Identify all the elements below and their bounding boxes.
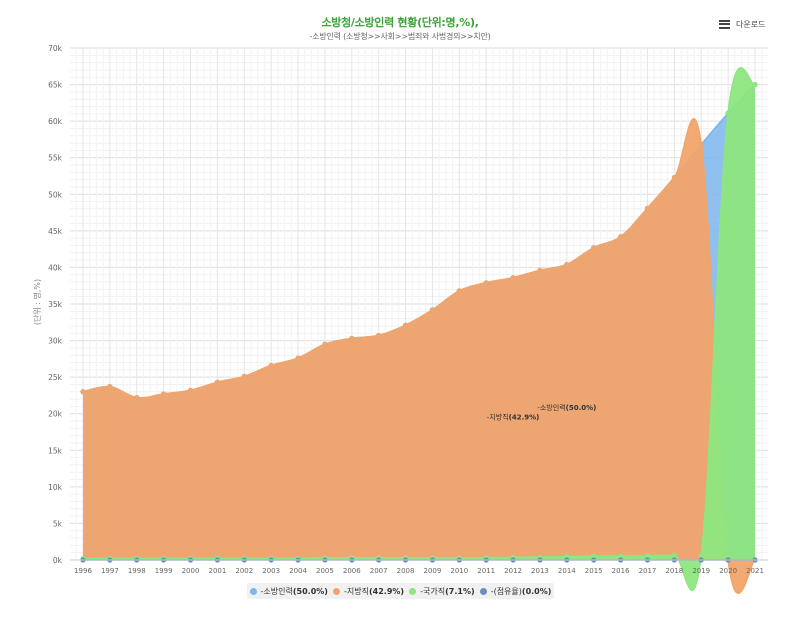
data-point[interactable]: [214, 379, 220, 385]
data-label: -지방직(42.9%): [487, 413, 540, 422]
data-point[interactable]: [725, 110, 731, 116]
y-tick-label: 45k: [48, 227, 63, 236]
y-tick-label: 0k: [53, 556, 63, 565]
y-tick-label: 40k: [48, 263, 63, 272]
area-2: [83, 118, 755, 594]
x-tick-label: 2008: [397, 567, 415, 575]
data-point[interactable]: [187, 387, 194, 393]
data-point[interactable]: [510, 275, 516, 281]
y-tick-label: 30k: [48, 337, 63, 346]
series-line-3: [83, 67, 756, 591]
chart-title: 소방청/소방인력 현황(단위:명,%),: [321, 16, 479, 29]
x-tick-label: 1996: [74, 567, 92, 575]
data-point[interactable]: [591, 245, 597, 251]
chart-subtitle: -소방인력 (소방청>>사회>>범죄와 사법경의>>치안): [309, 32, 491, 41]
series-line-2: [82, 118, 756, 594]
x-tick-label: 2013: [531, 567, 549, 575]
x-tick-label: 1998: [128, 567, 146, 575]
data-point[interactable]: [376, 332, 382, 339]
x-tick-label: 2005: [316, 567, 334, 575]
legend-marker: [479, 587, 487, 595]
y-tick-label: 25k: [48, 373, 63, 382]
x-tick-label: 2019: [692, 567, 710, 575]
x-tick-label: 2020: [719, 567, 737, 575]
x-tick-label: 2021: [746, 567, 764, 575]
y-tick-label: 35k: [48, 300, 63, 309]
data-point[interactable]: [671, 552, 677, 558]
menu-icon: [719, 19, 730, 29]
x-tick-label: 2015: [585, 567, 603, 575]
legend-item-4[interactable]: -(점유율)(0.0%): [479, 586, 552, 597]
y-tick-label: 10k: [48, 483, 63, 492]
y-axis-label: (단위 : 명,%): [32, 279, 42, 325]
data-point[interactable]: [241, 373, 247, 380]
x-tick-label: 2000: [182, 567, 200, 575]
y-tick-label: 55k: [48, 154, 63, 163]
y-tick-label: 5k: [53, 519, 63, 528]
data-point[interactable]: [161, 391, 167, 397]
data-point[interactable]: [429, 307, 436, 313]
legend-marker: [249, 587, 257, 595]
x-tick-label: 2001: [208, 567, 226, 575]
x-tick-label: 2017: [639, 567, 657, 575]
x-tick-label: 2006: [343, 567, 361, 575]
x-tick-label: 2007: [370, 567, 388, 575]
y-tick-label: 20k: [48, 410, 63, 419]
data-point[interactable]: [618, 234, 624, 240]
data-point[interactable]: [80, 389, 86, 395]
data-point[interactable]: [107, 384, 113, 390]
annotations: -소방인력(50.0%)-지방직(42.9%): [487, 403, 597, 422]
download-button[interactable]: 다운로드: [719, 17, 765, 31]
data-point[interactable]: [268, 362, 274, 369]
legend-label: -지방직(42.9%): [344, 586, 405, 596]
x-tick-label: 2011: [477, 567, 495, 575]
x-tick-label: 1997: [101, 567, 119, 575]
x-tick-label: 2010: [450, 567, 468, 575]
data-point[interactable]: [564, 261, 570, 268]
x-tick-label: 2002: [235, 567, 253, 575]
x-tick-label: 2016: [612, 567, 630, 575]
x-tick-label: 2003: [262, 567, 280, 575]
y-tick-label: 70k: [48, 44, 63, 53]
data-point[interactable]: [671, 174, 677, 181]
data-point[interactable]: [537, 267, 543, 273]
legend-item-1[interactable]: -소방인력(50.0%): [249, 586, 328, 597]
y-tick-label: 65k: [48, 81, 63, 90]
data-point[interactable]: [644, 553, 651, 559]
y-tick-label: 60k: [48, 117, 63, 126]
x-tick-label: 2009: [424, 567, 442, 575]
x-tick-label: 2012: [504, 567, 522, 575]
legend-label: -(점유율)(0.0%): [490, 586, 552, 596]
legend-item-3[interactable]: -국가직(7.1%): [409, 586, 475, 597]
legend-label: -소방인력(50.0%): [260, 586, 328, 596]
legend-item-2[interactable]: -지방직(42.9%): [333, 586, 404, 597]
data-point[interactable]: [752, 81, 758, 88]
legend-label: -국가직(7.1%): [420, 586, 475, 596]
data-label: -소방인력(50.0%): [537, 403, 596, 412]
legend: -소방인력(50.0%) -지방직(42.9%) -국가직(7.1%) -(점유율)(…: [247, 583, 554, 599]
data-point[interactable]: [349, 335, 355, 341]
data-point[interactable]: [618, 553, 624, 559]
data-point[interactable]: [591, 553, 597, 559]
legend-marker: [409, 587, 417, 595]
x-tick-label: 2018: [665, 567, 683, 575]
data-point[interactable]: [322, 341, 328, 347]
x-tick-label: 2014: [558, 567, 576, 575]
y-tick-label: 15k: [48, 446, 63, 455]
data-point[interactable]: [456, 288, 462, 294]
data-point[interactable]: [698, 552, 704, 558]
data-point[interactable]: [483, 280, 489, 286]
data-point[interactable]: [644, 205, 651, 211]
legend-marker: [333, 587, 341, 595]
x-tick-label: 1999: [155, 567, 173, 575]
y-tick-label: 50k: [48, 190, 63, 199]
data-point[interactable]: [295, 355, 301, 361]
data-point[interactable]: [698, 141, 704, 148]
data-point[interactable]: [134, 395, 140, 401]
x-tick-label: 2004: [289, 567, 307, 575]
data-point[interactable]: [402, 322, 409, 328]
download-label: 다운로드: [736, 19, 766, 29]
axes: 0k 5k 10k 15k 20k 25k 30k 35k 40k 45k 50k 55k 60k 65k…: [48, 44, 768, 575]
